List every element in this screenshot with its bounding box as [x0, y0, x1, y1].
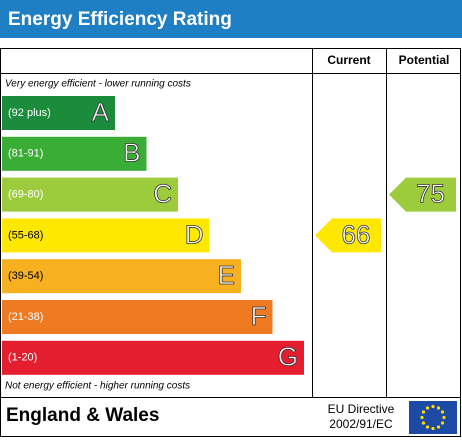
top-note: Very energy efficient - lower running co…: [5, 79, 191, 90]
band-letter: B: [123, 138, 140, 168]
band-range: (69-80): [8, 189, 43, 201]
star: [436, 406, 441, 410]
band-range: (55-68): [8, 229, 43, 241]
band: [2, 136, 147, 171]
rating-value: 75: [416, 178, 445, 208]
band-range: (39-54): [8, 270, 43, 282]
band: [2, 218, 210, 253]
current-header: Current: [327, 53, 370, 67]
band-letter: E: [218, 260, 235, 290]
band: [2, 96, 115, 130]
star: [421, 410, 426, 414]
star: [440, 410, 445, 414]
rating-arrow: [315, 218, 381, 253]
star: [431, 426, 435, 431]
star: [436, 425, 441, 429]
band-letter: A: [92, 97, 110, 127]
band: [2, 177, 178, 212]
star: [425, 406, 430, 410]
directive: 2002/91/EC: [329, 417, 393, 431]
band-letter: D: [185, 219, 204, 249]
potential-header: Potential: [399, 53, 450, 67]
band-range: (92 plus): [8, 107, 51, 119]
band-range: (1-20): [8, 352, 37, 364]
star: [440, 421, 445, 425]
directive: EU Directive: [328, 402, 395, 416]
title: Energy Efficiency Rating: [8, 9, 232, 30]
band: [2, 300, 273, 334]
star: [420, 415, 424, 420]
band: [2, 340, 304, 375]
star: [425, 425, 430, 429]
eu-stars: [420, 404, 446, 431]
bottom-note: Not energy efficient - higher running co…: [5, 381, 190, 392]
title-bar: [0, 0, 462, 38]
star: [442, 415, 446, 420]
band-letter: F: [251, 301, 267, 331]
region: England & Wales: [6, 405, 159, 426]
band: [2, 259, 241, 294]
star: [421, 421, 426, 425]
band-letter: G: [278, 342, 298, 372]
star: [431, 404, 435, 409]
band-letter: C: [153, 178, 172, 208]
rating-arrow: [389, 177, 456, 212]
rating-value: 66: [342, 219, 371, 249]
band-range: (21-38): [8, 311, 43, 323]
band-range: (81-91): [8, 148, 43, 160]
